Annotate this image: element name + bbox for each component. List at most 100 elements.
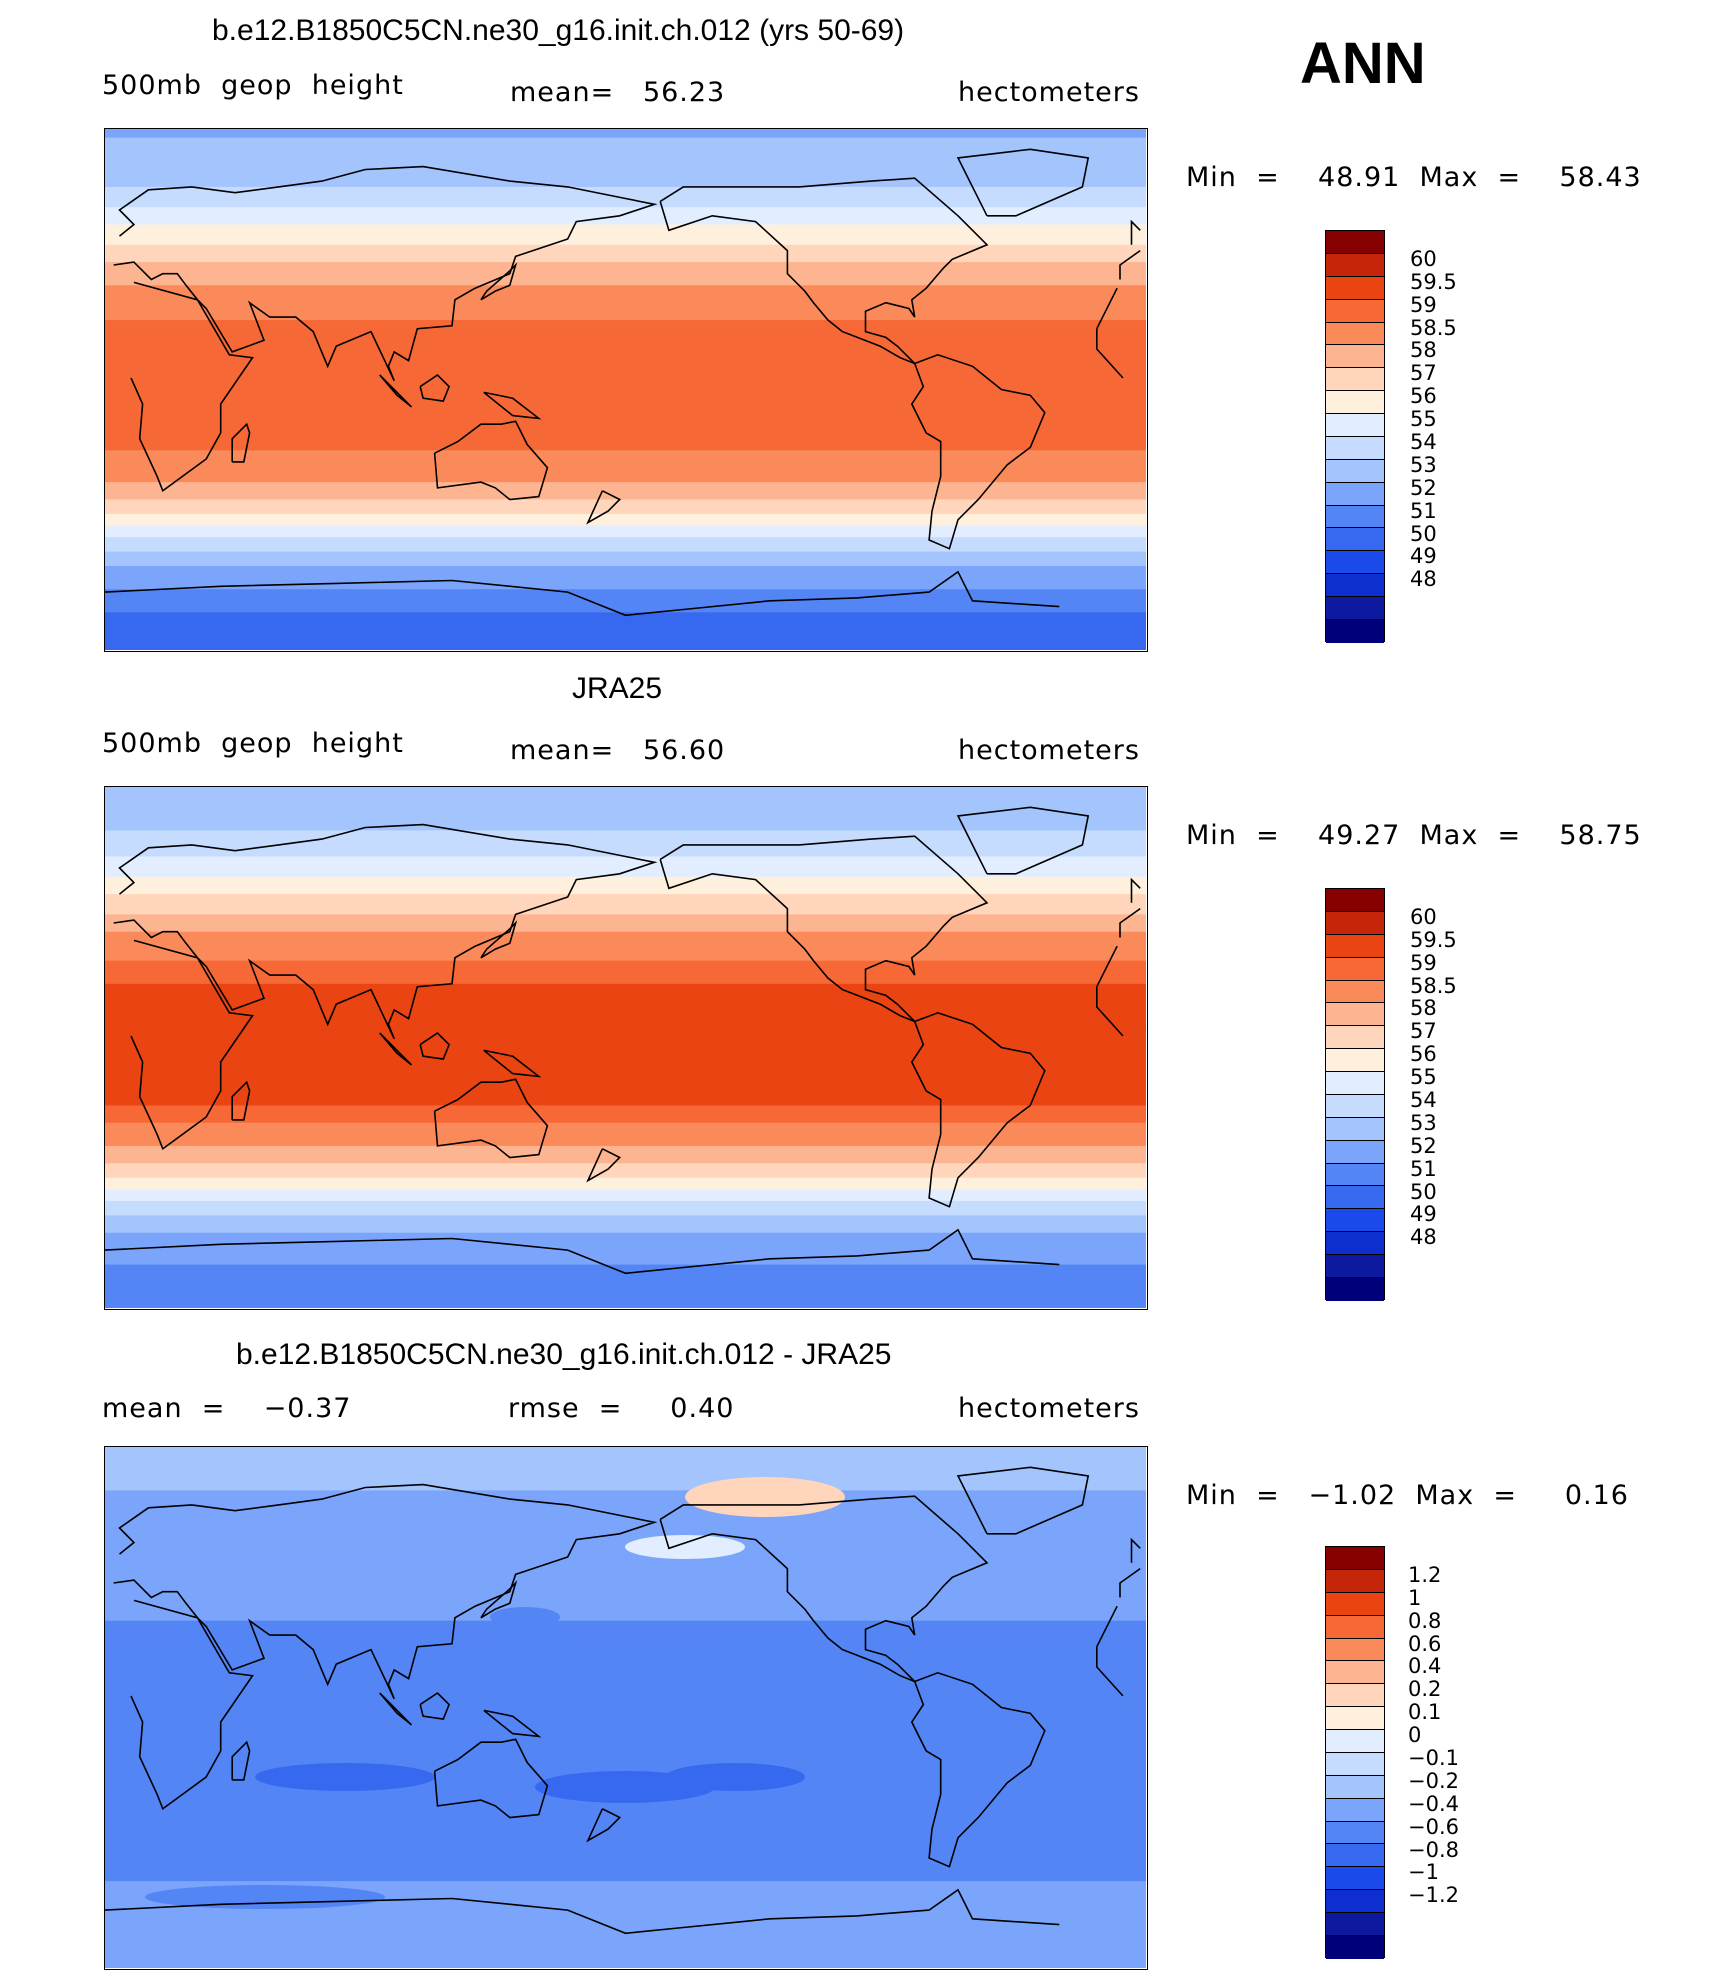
map-contour-band bbox=[105, 1267, 1146, 1271]
coastline bbox=[586, 1808, 622, 1843]
panel2-colorbar bbox=[1325, 888, 1385, 1301]
map-contour-band bbox=[105, 1012, 1146, 1017]
map-contour-band bbox=[105, 189, 1146, 194]
map-contour-band bbox=[105, 1447, 1146, 1451]
colorbar-swatch bbox=[1326, 436, 1384, 460]
map-contour-band bbox=[105, 943, 1146, 947]
map-contour-band bbox=[105, 1962, 1146, 1966]
map-contour-band bbox=[105, 244, 1146, 249]
map-contour-band bbox=[105, 844, 1146, 849]
map-contour-band bbox=[105, 490, 1146, 495]
map-contour-band bbox=[105, 1583, 1146, 1587]
map-contour-band bbox=[105, 1603, 1146, 1607]
map-contour-band bbox=[105, 1719, 1146, 1723]
colorbar-swatch bbox=[1326, 1049, 1384, 1072]
map-contour-band bbox=[105, 479, 1146, 483]
coastline bbox=[483, 391, 542, 420]
map-contour-band bbox=[105, 1915, 1146, 1920]
map-contour-band bbox=[105, 1467, 1146, 1471]
map-contour-band bbox=[105, 467, 1146, 472]
map-contour-band bbox=[105, 1548, 1146, 1552]
map-contour-band bbox=[105, 626, 1146, 631]
map-contour-band bbox=[105, 574, 1146, 579]
colorbar-swatch bbox=[1326, 1935, 1384, 1959]
map-contour-band bbox=[105, 862, 1146, 866]
map-contour-band bbox=[105, 836, 1146, 840]
map-contour-band bbox=[105, 444, 1146, 448]
map-contour-band bbox=[105, 453, 1146, 457]
map-contour-band bbox=[105, 969, 1146, 973]
colorbar-swatch bbox=[1326, 1232, 1384, 1255]
map-contour-band bbox=[105, 513, 1146, 518]
map-contour-band bbox=[105, 270, 1146, 275]
map-contour-band bbox=[105, 1281, 1146, 1286]
map-contour-band bbox=[105, 1458, 1146, 1463]
map-contour-band bbox=[105, 398, 1146, 402]
colorbar-swatch bbox=[1326, 980, 1384, 1004]
colorbar-swatch bbox=[1326, 1890, 1384, 1913]
map-contour-band bbox=[105, 1756, 1146, 1761]
map-contour-band bbox=[105, 1884, 1146, 1888]
map-contour-band bbox=[105, 1064, 1146, 1069]
map-contour-band bbox=[105, 1143, 1146, 1147]
map-contour-band bbox=[105, 519, 1146, 524]
coastline bbox=[130, 281, 1124, 493]
map-contour-band bbox=[105, 1102, 1146, 1106]
map-contour-band bbox=[105, 1831, 1146, 1836]
map-contour-band bbox=[105, 1944, 1146, 1949]
map-contour-band bbox=[105, 1050, 1146, 1054]
map-contour-band bbox=[105, 888, 1146, 892]
map-contour-band bbox=[105, 1933, 1146, 1937]
map-contour-band bbox=[105, 1131, 1146, 1135]
map-contour-band bbox=[105, 1189, 1146, 1193]
map-contour-band bbox=[105, 1939, 1146, 1943]
map-contour-band bbox=[105, 1713, 1146, 1717]
map-contour-band bbox=[105, 1276, 1146, 1280]
map-contour-band bbox=[105, 464, 1146, 469]
coastline bbox=[130, 939, 1124, 1151]
map-contour-band bbox=[105, 1499, 1146, 1503]
map-contour-band bbox=[105, 320, 1146, 324]
map-contour-band bbox=[105, 1018, 1146, 1023]
map-contour-band bbox=[105, 1727, 1146, 1732]
colorbar-tick-label: 54 bbox=[1410, 1088, 1437, 1112]
map-contour-band bbox=[105, 1218, 1146, 1222]
map-anomaly-region bbox=[665, 1763, 805, 1791]
map-contour-band bbox=[105, 940, 1146, 944]
map-contour-band bbox=[105, 1623, 1146, 1628]
map-contour-band bbox=[105, 1128, 1146, 1133]
colorbar-swatch bbox=[1326, 459, 1384, 483]
map-contour-band bbox=[105, 960, 1146, 965]
map-contour-band bbox=[105, 908, 1146, 913]
map-contour-band bbox=[105, 1125, 1146, 1130]
coastline bbox=[1130, 1537, 1141, 1563]
map-contour-band bbox=[105, 1724, 1146, 1729]
map-contour-band bbox=[105, 600, 1146, 605]
map-contour-band bbox=[105, 201, 1146, 205]
map-contour-band bbox=[105, 337, 1146, 341]
map-contour-band bbox=[105, 612, 1146, 616]
colorbar-swatch bbox=[1326, 345, 1384, 369]
map-contour-band bbox=[105, 1264, 1146, 1269]
map-contour-band bbox=[105, 1226, 1146, 1231]
map-contour-band bbox=[105, 1941, 1146, 1946]
map-contour-band bbox=[105, 1678, 1146, 1683]
map-contour-band bbox=[105, 493, 1146, 498]
colorbar-tick-label: 49 bbox=[1410, 544, 1437, 569]
map-contour-band bbox=[105, 1863, 1146, 1868]
colorbar-tick-label: 59 bbox=[1410, 950, 1437, 975]
map-contour-band bbox=[105, 1875, 1146, 1879]
map-contour-band bbox=[105, 1455, 1146, 1460]
map-contour-band bbox=[105, 813, 1146, 817]
map-contour-band bbox=[105, 1516, 1146, 1520]
map-contour-band bbox=[105, 1004, 1146, 1008]
map-contour-band bbox=[105, 1814, 1146, 1819]
map-contour-band bbox=[105, 641, 1146, 645]
coastline bbox=[105, 570, 1060, 617]
map-contour-band bbox=[105, 427, 1146, 431]
map-contour-band bbox=[105, 868, 1146, 872]
colorbar-swatch bbox=[1326, 957, 1384, 981]
map-contour-band bbox=[105, 1649, 1146, 1654]
map-contour-band bbox=[105, 172, 1146, 176]
colorbar-tick-label: 52 bbox=[1410, 475, 1437, 500]
